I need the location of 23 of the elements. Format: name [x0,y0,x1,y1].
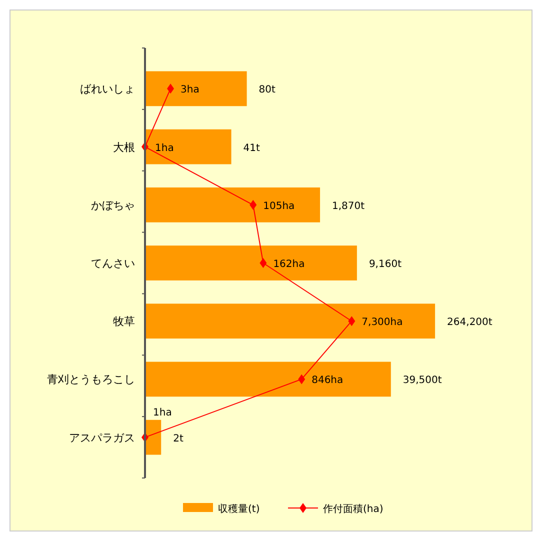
data-label: 41t [243,142,260,154]
data-label: 39,500t [402,375,442,386]
data-label: 80t [258,84,276,96]
data-label: 1,870t [332,200,365,212]
legend-label: 作付面積(ha) [322,503,384,515]
y-tick-label: 牧草 [113,315,135,328]
data-label: 9,160t [368,259,402,270]
data-label: 846ha [312,375,344,386]
y-tick-label: 青刈とうもろこし [47,373,135,386]
data-label: 162ha [273,259,305,270]
y-tick-label: ばれいしょ [80,82,135,96]
data-label: 105ha [263,200,295,212]
data-label: 1ha [155,142,174,154]
data-label: 7,300ha [362,317,403,328]
legend-label: 収穫量(t) [218,503,260,515]
y-tick-label: てんさい [91,257,135,270]
y-tick-label: かぼちゃ [91,198,135,212]
data-label: 3ha [180,84,200,96]
data-label: 2t [173,433,184,444]
data-label: 1ha [153,407,172,418]
data-label: 264,200t [447,317,492,328]
y-tick-label: アスパラガス [69,431,135,444]
y-tick-label: 大根 [113,140,135,154]
